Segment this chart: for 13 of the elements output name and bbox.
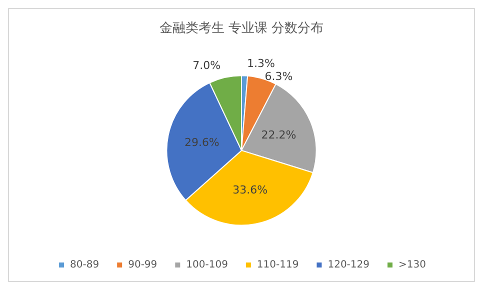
legend-label: 110-119 — [256, 260, 299, 270]
data-label: 22.2% — [261, 128, 296, 142]
data-label: 33.6% — [232, 183, 268, 196]
legend-label: 90-99 — [128, 260, 158, 270]
legend-label: 100-109 — [186, 260, 228, 270]
chart-title: 金融类考生 专业课 分数分布 — [159, 21, 324, 36]
data-label: 6.3% — [264, 70, 293, 84]
data-label: 7.0% — [192, 59, 221, 72]
data-label: 1.3% — [247, 57, 275, 70]
legend-label: 80-89 — [70, 260, 100, 270]
legend-label: 120-129 — [328, 260, 370, 270]
data-label: 29.6% — [184, 136, 220, 149]
legend-label: >130 — [398, 260, 426, 270]
